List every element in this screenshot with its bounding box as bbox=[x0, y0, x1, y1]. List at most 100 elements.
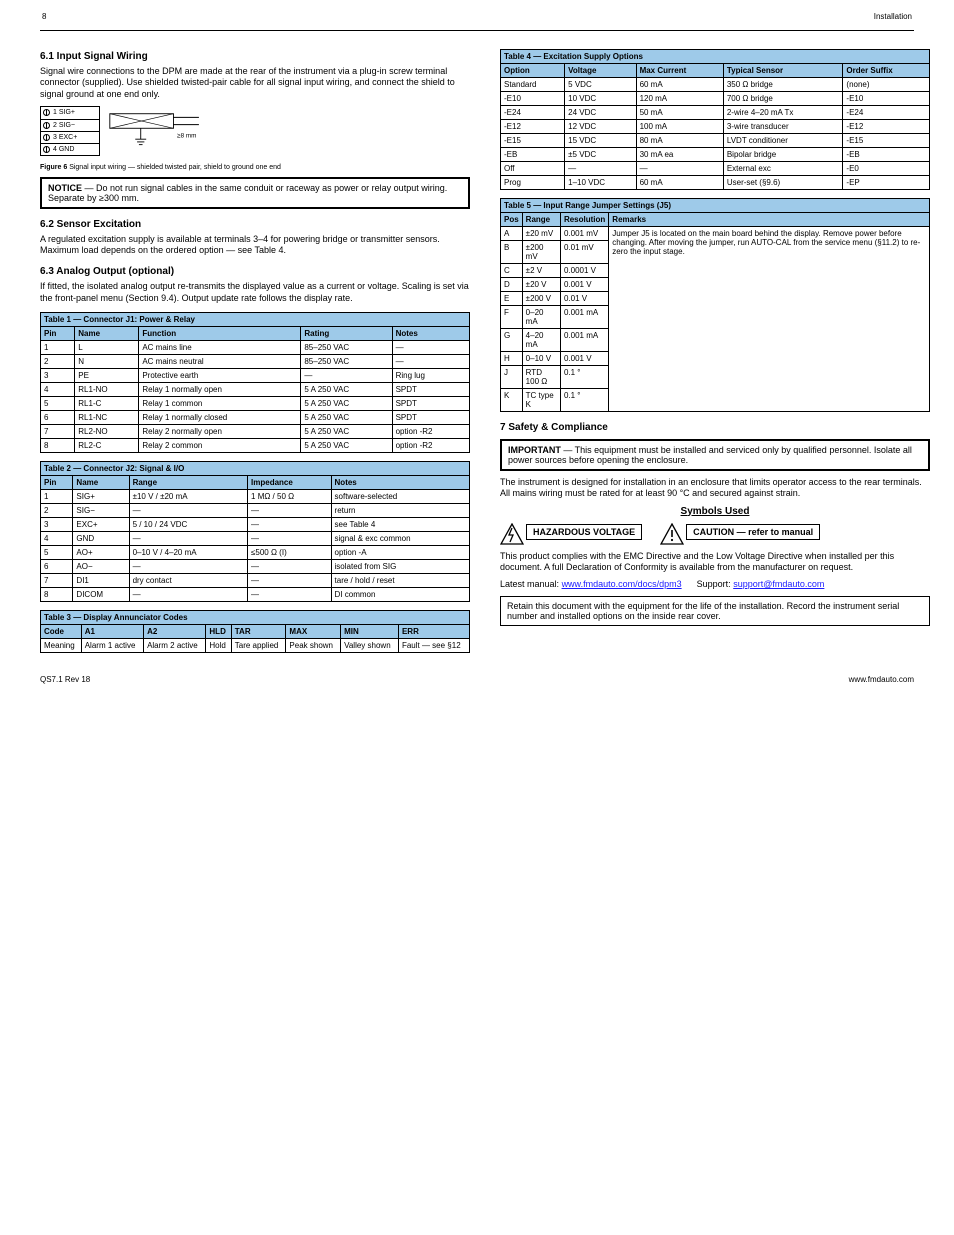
table-cell: Relay 1 common bbox=[139, 396, 301, 410]
table-cell: 1 bbox=[41, 340, 75, 354]
table-cell: DI1 bbox=[73, 573, 129, 587]
table-cell: N bbox=[75, 354, 139, 368]
table-column-header: Max Current bbox=[636, 64, 723, 78]
table-cell: 0–20 mA bbox=[522, 306, 560, 329]
table-cell: 5 VDC bbox=[565, 78, 636, 92]
table-column-header: MAX bbox=[286, 624, 341, 638]
table-cell: Bipolar bridge bbox=[723, 148, 843, 162]
table-cell: — bbox=[129, 559, 247, 573]
section-7-title: 7 Safety & Compliance bbox=[500, 422, 930, 433]
table-cell: 15 VDC bbox=[565, 134, 636, 148]
symbols-heading: Symbols Used bbox=[500, 506, 930, 517]
right-column: Table 4 — Excitation Supply Options Opti… bbox=[500, 41, 930, 661]
table-cell: 2-wire 4–20 mA Tx bbox=[723, 106, 843, 120]
table-cell: see Table 4 bbox=[331, 517, 469, 531]
table-cell: — bbox=[392, 354, 469, 368]
table-cell: -EB bbox=[843, 148, 930, 162]
table-cell: 1 bbox=[41, 489, 73, 503]
table-cell: 6 bbox=[41, 559, 73, 573]
manual-link[interactable]: www.fmdauto.com/docs/dpm3 bbox=[562, 579, 682, 589]
table-cell: 7 bbox=[41, 424, 75, 438]
important-text: This equipment must be installed and ser… bbox=[508, 445, 912, 465]
table-cell: ±20 mV bbox=[522, 227, 560, 241]
table-column-header: Notes bbox=[331, 475, 469, 489]
table-cell: C bbox=[501, 264, 523, 278]
table-column-header: Pin bbox=[41, 475, 73, 489]
table-cell: 0.1 ° bbox=[560, 389, 608, 412]
table-cell: Fault — see §12 bbox=[398, 638, 469, 652]
table-cell: — bbox=[248, 531, 332, 545]
table-column-header: Notes bbox=[392, 326, 469, 340]
table-cell: -E24 bbox=[501, 106, 565, 120]
table-column-header: Range bbox=[129, 475, 247, 489]
table-cell: — bbox=[248, 573, 332, 587]
table-cell: AC mains neutral bbox=[139, 354, 301, 368]
table-cell: Standard bbox=[501, 78, 565, 92]
table-cell: ±2 V bbox=[522, 264, 560, 278]
table-row: 2SIG−——return bbox=[41, 503, 470, 517]
table-cell: 5 A 250 VAC bbox=[301, 438, 392, 452]
table-cell: G bbox=[501, 329, 523, 352]
table-cell: 0.01 mV bbox=[560, 241, 608, 264]
table-cell: signal & exc common bbox=[331, 531, 469, 545]
table-row: 1SIG+±10 V / ±20 mA1 MΩ / 50 Ωsoftware-s… bbox=[41, 489, 470, 503]
page-section-header: Installation bbox=[874, 12, 912, 21]
table-row: A±20 mV0.001 mVJumper J5 is located on t… bbox=[501, 227, 930, 241]
term-label: 2 SIG− bbox=[53, 122, 75, 129]
header-rule bbox=[40, 30, 914, 31]
table-column-header: Voltage bbox=[565, 64, 636, 78]
term-label: 3 EXC+ bbox=[53, 134, 77, 141]
table-3-title: Table 3 — Display Annunciator Codes bbox=[41, 610, 470, 624]
table-cell: 3-wire transducer bbox=[723, 120, 843, 134]
table-cell: Hold bbox=[206, 638, 231, 652]
table-cell: User-set (§9.6) bbox=[723, 176, 843, 190]
table-cell: 0.001 mA bbox=[560, 329, 608, 352]
table-cell: option -A bbox=[331, 545, 469, 559]
table-cell: 5 bbox=[41, 396, 75, 410]
table-cell: 3 bbox=[41, 517, 73, 531]
table-1: Table 1 — Connector J1: Power & Relay Pi… bbox=[40, 312, 470, 453]
table-cell: RL1-NC bbox=[75, 410, 139, 424]
table-cell: -E12 bbox=[501, 120, 565, 134]
table-cell: 2 bbox=[41, 354, 75, 368]
important-label: IMPORTANT bbox=[508, 445, 561, 455]
support-link[interactable]: support@fmdauto.com bbox=[733, 579, 824, 589]
table-row: 5RL1-CRelay 1 common5 A 250 VACSPDT bbox=[41, 396, 470, 410]
table-cell: J bbox=[501, 366, 523, 389]
table-column-header: ERR bbox=[398, 624, 469, 638]
table-cell: PE bbox=[75, 368, 139, 382]
footer-revision: QS7.1 Rev 18 bbox=[40, 675, 90, 684]
table-cell: 0.01 V bbox=[560, 292, 608, 306]
terminal-block-icon: 1 SIG+ 2 SIG− 3 EXC+ 4 GND bbox=[40, 106, 100, 156]
table-4: Table 4 — Excitation Supply Options Opti… bbox=[500, 49, 930, 190]
table-cell: 120 mA bbox=[636, 92, 723, 106]
table-column-header: A2 bbox=[144, 624, 206, 638]
table-cell: 85–250 VAC bbox=[301, 340, 392, 354]
table-column-header: Typical Sensor bbox=[723, 64, 843, 78]
notice-text: Do not run signal cables in the same con… bbox=[48, 183, 447, 203]
table-column-header: Name bbox=[73, 475, 129, 489]
table-cell: 8 bbox=[41, 587, 73, 601]
caution-icon bbox=[660, 523, 680, 541]
table-cell: RL2-C bbox=[75, 438, 139, 452]
table-cell: 1–10 VDC bbox=[565, 176, 636, 190]
table-1-title: Table 1 — Connector J1: Power & Relay bbox=[41, 312, 470, 326]
table-cell: 5 A 250 VAC bbox=[301, 396, 392, 410]
table-cell: LVDT conditioner bbox=[723, 134, 843, 148]
table-column-header: Pin bbox=[41, 326, 75, 340]
table-cell: 0.001 V bbox=[560, 278, 608, 292]
table-cell: dry contact bbox=[129, 573, 247, 587]
table-cell: AO− bbox=[73, 559, 129, 573]
table-cell: 50 mA bbox=[636, 106, 723, 120]
table-cell: Valley shown bbox=[341, 638, 399, 652]
section-6-3-para: If fitted, the isolated analog output re… bbox=[40, 281, 470, 304]
table-cell: 8 bbox=[41, 438, 75, 452]
table-column-header: Pos bbox=[501, 213, 523, 227]
hazard-voltage-icon bbox=[500, 523, 520, 541]
manual-link-label: Latest manual: bbox=[500, 579, 559, 589]
table-5-title: Table 5 — Input Range Jumper Settings (J… bbox=[501, 199, 930, 213]
table-cell: Ring lug bbox=[392, 368, 469, 382]
table-cell: 6 bbox=[41, 410, 75, 424]
table-row: 3EXC+5 / 10 / 24 VDC—see Table 4 bbox=[41, 517, 470, 531]
figure-6: 1 SIG+ 2 SIG− 3 EXC+ 4 GND ≥8 mm bbox=[40, 106, 470, 156]
